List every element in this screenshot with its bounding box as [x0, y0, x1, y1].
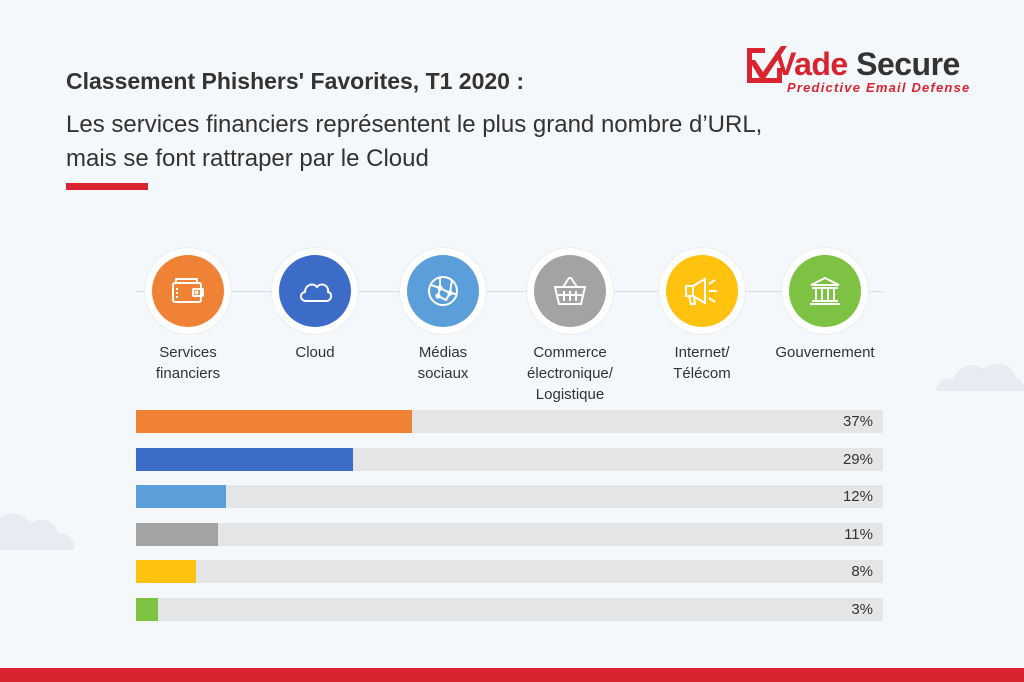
bar-row: 8% — [136, 560, 883, 583]
bar-services-financiers — [136, 410, 413, 433]
bar-value-label: 37% — [842, 413, 873, 430]
category-label: Gouvernement — [775, 344, 875, 361]
category-gouvernement: Gouvernement — [750, 248, 900, 363]
footer-accent-bar — [0, 668, 1024, 682]
category-badge — [407, 255, 479, 327]
chart-subtitle: Les services financiers représentent le … — [66, 111, 763, 172]
background-cloud-left — [0, 513, 75, 550]
vade-secure-logo: Vade Secure Predictive Email Defense — [743, 42, 993, 102]
bar-gouvernement — [136, 597, 159, 621]
logo-tagline: Predictive Email Defense — [787, 80, 971, 95]
wallet-icon — [172, 278, 204, 303]
government-building-icon — [810, 276, 840, 305]
category-label: Médias sociaux — [417, 344, 469, 382]
bar-row: 3% — [136, 597, 883, 621]
logo-check-icon — [747, 46, 787, 83]
cloud-icon — [300, 283, 333, 302]
bar-value-label: 29% — [842, 450, 873, 468]
logo-word-secure: Secure — [856, 46, 960, 82]
category-label: Services financiers — [155, 344, 221, 382]
category-badge — [152, 255, 224, 327]
bar-row: 12% — [136, 485, 883, 508]
bar-value-label: 3% — [851, 600, 873, 618]
category-internet-telecom: Internet/ Télécom — [627, 248, 777, 384]
category-connector-line — [136, 291, 883, 292]
logo-word-vade: Vade — [775, 46, 848, 82]
background-cloud-right — [936, 363, 1024, 391]
category-label: Cloud — [295, 344, 335, 361]
bar-cloud — [136, 447, 353, 471]
category-services-financiers: Services financiers — [113, 248, 263, 384]
megaphone-icon — [685, 277, 717, 305]
category-label: Commerce électronique/ Logistique — [527, 344, 613, 403]
category-badge — [534, 255, 606, 327]
title-underline — [66, 183, 148, 190]
category-badge — [666, 255, 738, 327]
category-cloud: Cloud — [240, 248, 390, 363]
bar-row: 11% — [136, 522, 883, 546]
bar-internet-telecom — [136, 560, 196, 583]
category-badge — [279, 255, 351, 327]
category-label: Internet/ Télécom — [673, 344, 731, 382]
bar-row: 37% — [136, 410, 883, 433]
logo-wordmark: Vade Secure — [775, 44, 960, 84]
bar-track — [136, 522, 883, 546]
bar-chart: 37% 29% 12% 11% 8% 3% — [136, 410, 883, 635]
bar-track — [136, 597, 883, 621]
globe-icon — [428, 276, 458, 306]
category-medias-sociaux: Médias sociaux — [368, 248, 518, 384]
bar-commerce-logistique — [136, 522, 219, 546]
bar-value-label: 12% — [842, 488, 873, 505]
bar-value-label: 11% — [844, 525, 873, 543]
bar-track — [136, 485, 883, 508]
bar-row: 29% — [136, 447, 883, 471]
category-badge — [789, 255, 861, 327]
category-commerce-logistique: Commerce électronique/ Logistique — [495, 248, 645, 405]
bar-track — [136, 560, 883, 583]
bar-medias-sociaux — [136, 485, 226, 508]
chart-title: Classement Phishers' Favorites, T1 2020 … — [66, 68, 525, 94]
basket-icon — [553, 277, 587, 305]
bar-value-label: 8% — [851, 563, 873, 580]
